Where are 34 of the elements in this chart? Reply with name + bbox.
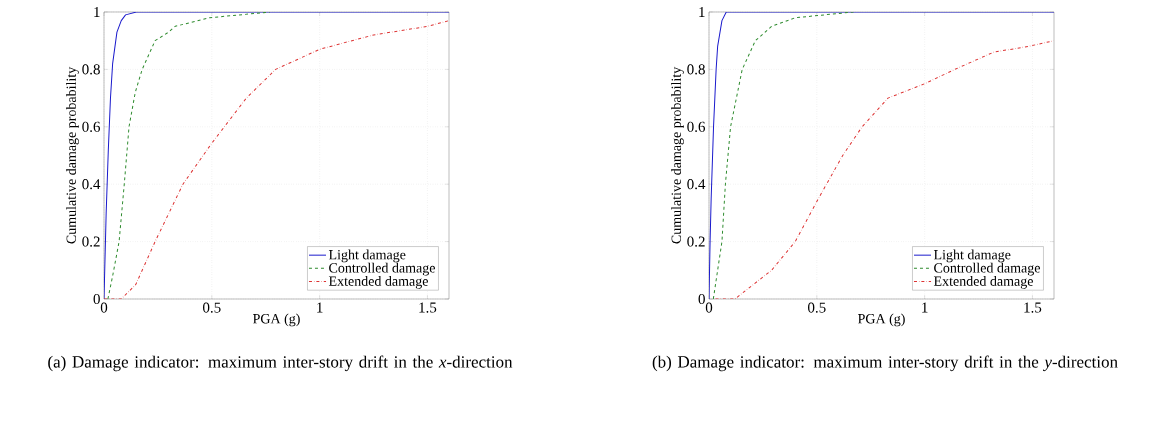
y-tick-label: 0.2 — [687, 236, 705, 247]
y-axis-title: Cumulative damage probability — [671, 66, 684, 244]
y-tick-label: 1 — [94, 7, 100, 17]
y-tick-label: 0.6 — [687, 121, 706, 132]
legend-label: Controlled damage — [329, 262, 435, 276]
y-tick-label: 1 — [699, 7, 705, 17]
y-tick-label: 0.6 — [82, 121, 101, 132]
x-tick-label: 1 — [922, 302, 928, 313]
x-tick-label: 1.5 — [1024, 302, 1042, 313]
x-tick-label: 0.5 — [808, 302, 826, 313]
y-tick-label: 0 — [93, 293, 100, 305]
x-tick-label: 0 — [100, 302, 108, 313]
line-series — [712, 12, 854, 299]
y-tick-label: 0.4 — [82, 179, 101, 190]
y-tick-label: 0 — [698, 293, 705, 305]
x-tick-label: 1.5 — [419, 302, 437, 313]
x-axis-title: PGA (g) — [858, 313, 905, 327]
legend-label: Controlled damage — [934, 262, 1040, 276]
legend-label: Extended damage — [933, 275, 1033, 289]
y-tick-label: 0.8 — [82, 64, 100, 75]
x-tick-label: 0 — [705, 302, 713, 313]
y-tick-label: 0.8 — [687, 64, 705, 75]
line-series — [107, 12, 271, 299]
x-tick-label: 0.5 — [203, 302, 221, 313]
text: (a) Damage indicator: maximum inter-story drift in the x-direction — [48, 355, 513, 372]
x-tick-label: 1 — [317, 302, 323, 313]
legend-label: Light damage — [328, 249, 406, 263]
y-tick-label: 0.2 — [82, 236, 100, 247]
legend-label: Light damage — [933, 249, 1011, 263]
legend-label: Extended damage — [328, 275, 428, 289]
y-tick-label: 0.4 — [687, 179, 706, 190]
y-axis-title: Cumulative damage probability — [66, 66, 79, 244]
x-axis-title: PGA (g) — [253, 313, 300, 327]
text: (b) Damage indicator: maximum inter-story drift in the y-direction — [652, 355, 1118, 372]
